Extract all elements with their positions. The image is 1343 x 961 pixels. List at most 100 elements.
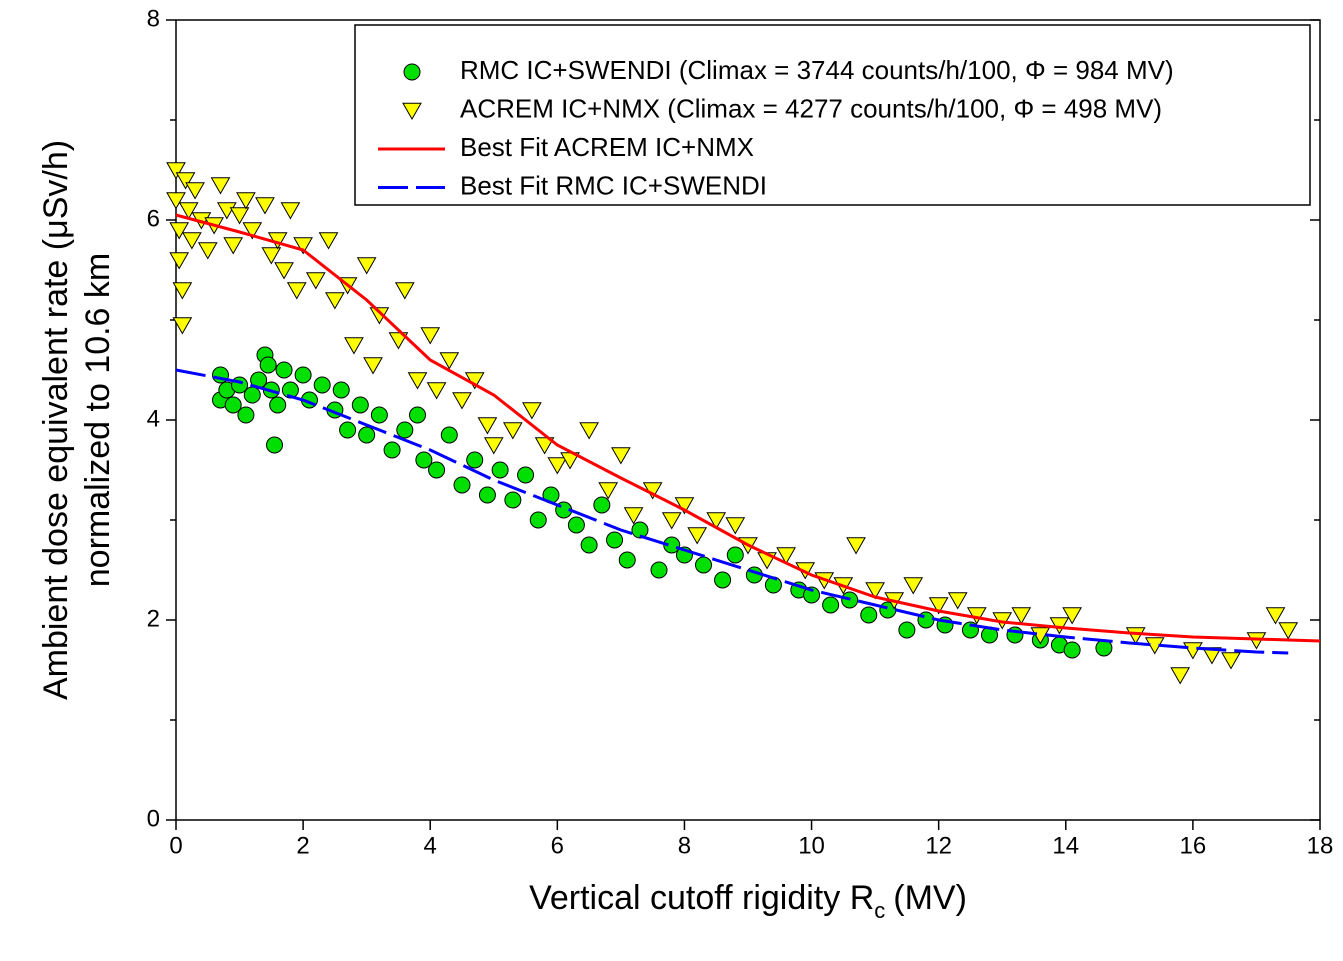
x-tick-label: 10	[798, 832, 825, 859]
data-point	[477, 417, 498, 435]
data-point	[363, 357, 383, 375]
legend-marker	[402, 102, 422, 121]
data-point	[242, 222, 263, 240]
data-point	[1221, 652, 1241, 670]
y-tick-label: 0	[147, 805, 160, 832]
data-point	[383, 441, 401, 459]
data-point	[483, 437, 504, 455]
legend-label: Best Fit ACREM IC+NMX	[460, 132, 754, 162]
data-point	[294, 366, 312, 384]
data-point	[266, 436, 284, 454]
data-point	[175, 172, 196, 190]
data-point	[534, 437, 555, 455]
legend: RMC IC+SWENDI (Climax = 3744 counts/h/10…	[354, 24, 1311, 206]
data-point	[1062, 607, 1082, 625]
data-point	[420, 327, 441, 345]
data-point	[631, 521, 649, 539]
data-point	[580, 536, 598, 554]
data-point	[428, 461, 446, 479]
fit-line	[175, 368, 1289, 655]
data-point	[478, 486, 496, 504]
data-point	[169, 222, 190, 240]
y-tick-label: 4	[147, 405, 160, 432]
x-tick-label: 8	[678, 832, 691, 859]
data-point	[618, 551, 636, 569]
data-point	[269, 396, 287, 414]
data-point	[928, 597, 949, 615]
data-point	[623, 507, 644, 525]
legend-box	[354, 24, 1311, 206]
x-axis-label-sub: c	[874, 898, 885, 923]
x-tick-label: 14	[1052, 832, 1079, 859]
data-point	[1170, 667, 1191, 685]
data-point	[325, 292, 345, 310]
data-point	[229, 207, 250, 225]
data-point	[567, 516, 585, 534]
data-point	[409, 406, 427, 424]
data-point	[517, 466, 535, 484]
data-point	[407, 372, 428, 390]
data-point	[529, 511, 547, 529]
data-point	[172, 282, 193, 300]
data-point	[606, 531, 624, 549]
data-point	[846, 537, 866, 555]
data-point	[224, 396, 242, 414]
data-point	[822, 596, 840, 614]
data-point	[169, 252, 190, 270]
data-point	[370, 406, 388, 424]
data-point	[547, 457, 568, 475]
data-point	[339, 421, 357, 439]
data-point	[650, 561, 668, 579]
data-point	[356, 257, 377, 275]
data-point	[313, 376, 331, 394]
data-point	[210, 177, 231, 195]
data-point	[275, 361, 293, 379]
data-point	[860, 606, 878, 624]
legend-label: ACREM IC+NMX (Climax = 4277 counts/h/100…	[460, 93, 1162, 123]
data-point	[396, 421, 414, 439]
data-point	[182, 232, 202, 250]
data-point	[522, 402, 542, 420]
data-point	[274, 262, 294, 280]
y-tick-label: 6	[147, 205, 160, 232]
data-point	[726, 546, 744, 564]
y-tick-label: 2	[147, 605, 160, 632]
data-point	[332, 381, 350, 399]
data-point	[305, 272, 326, 290]
data-point	[504, 491, 522, 509]
data-point	[466, 451, 484, 469]
data-point	[426, 382, 447, 400]
data-point	[598, 482, 619, 500]
data-point	[611, 447, 631, 465]
data-point	[197, 242, 218, 260]
x-tick-label: 18	[1307, 832, 1334, 859]
data-point	[166, 192, 186, 210]
data-point	[593, 496, 611, 514]
data-point	[725, 517, 746, 535]
data-point	[216, 202, 237, 220]
data-point	[243, 386, 261, 404]
data-point	[695, 556, 713, 574]
data-point	[236, 192, 256, 210]
data-point	[255, 197, 275, 215]
data-point	[947, 592, 968, 610]
data-point	[674, 497, 695, 515]
data-point	[351, 396, 369, 414]
data-point	[1278, 622, 1299, 640]
x-axis-label: Vertical cutoff rigidity Rc (MV)	[529, 879, 967, 923]
data-point	[358, 426, 376, 444]
data-point	[178, 202, 199, 220]
legend-label: Best Fit RMC IC+SWENDI	[460, 170, 767, 200]
data-point	[259, 356, 277, 374]
data-point	[388, 332, 409, 350]
data-point	[687, 527, 708, 545]
data-point	[223, 237, 244, 255]
data-point	[502, 422, 523, 440]
data-point	[1265, 607, 1286, 625]
fit-line	[175, 213, 1321, 643]
data-point	[661, 512, 682, 530]
data-point	[394, 282, 415, 300]
y-axis-label: Ambient dose equivalent rate (μSv/h)	[37, 140, 75, 700]
data-point	[453, 476, 471, 494]
